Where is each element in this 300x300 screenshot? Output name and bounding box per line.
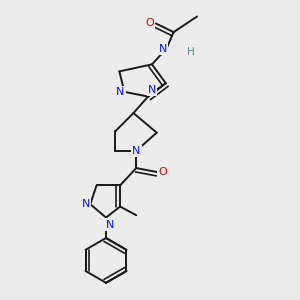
Text: N: N	[158, 44, 167, 54]
Text: N: N	[82, 199, 90, 209]
Text: O: O	[145, 19, 154, 28]
Text: N: N	[132, 146, 140, 156]
Text: N: N	[116, 87, 124, 97]
Text: N: N	[106, 220, 114, 230]
Text: O: O	[158, 167, 167, 177]
Text: H: H	[187, 47, 195, 57]
Text: N: N	[148, 85, 156, 94]
Text: H: H	[187, 47, 195, 57]
